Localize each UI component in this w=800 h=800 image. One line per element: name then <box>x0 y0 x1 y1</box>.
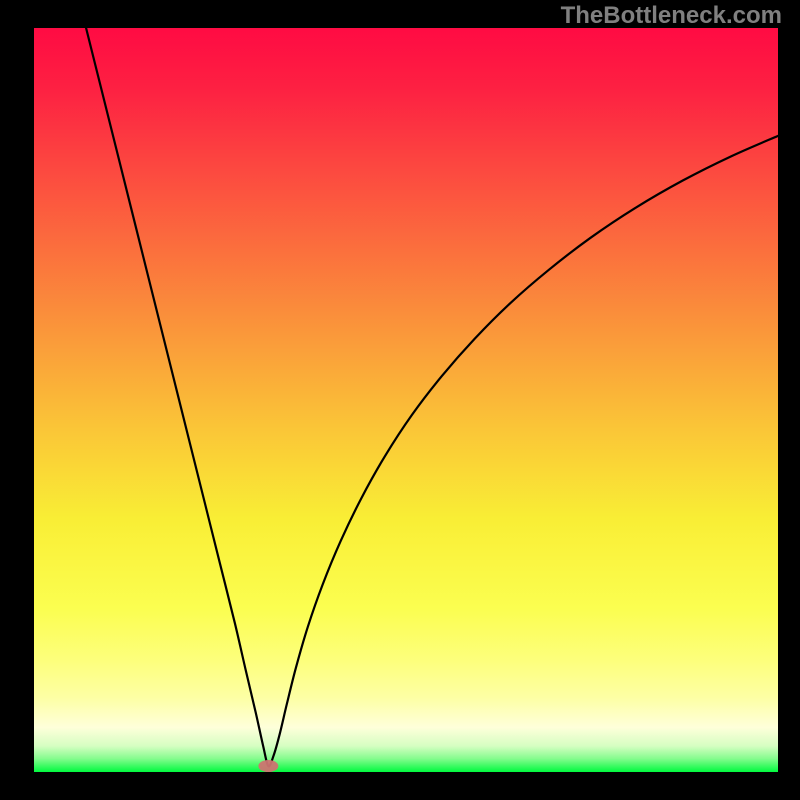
bottleneck-curve <box>86 28 778 766</box>
chart-container: TheBottleneck.com <box>0 0 800 800</box>
curve-overlay <box>0 0 800 800</box>
optimum-marker <box>258 760 278 772</box>
